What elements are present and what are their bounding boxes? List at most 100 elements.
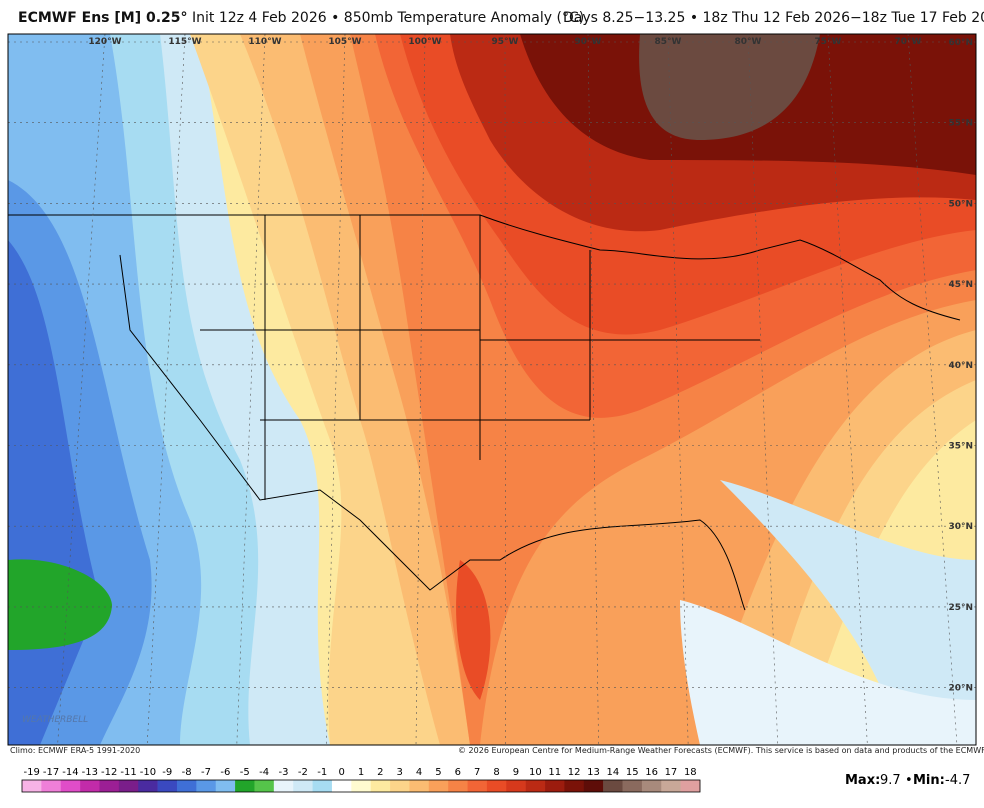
- colorbar-label: -14: [62, 767, 78, 778]
- lat-label: 45°N: [948, 280, 973, 290]
- lon-label: 95°W: [492, 37, 519, 47]
- colorbar-label: -11: [120, 767, 136, 778]
- colorbar-label: -6: [220, 767, 230, 778]
- colorbar-swatch: [80, 780, 100, 792]
- colorbar-label: -10: [140, 767, 156, 778]
- lat-label: 55°N: [948, 119, 973, 129]
- meridian: [504, 33, 506, 746]
- lon-label: 105°W: [328, 37, 361, 47]
- colorbar-swatch: [622, 780, 643, 792]
- colorbar-label: 11: [548, 767, 561, 778]
- colorbar-swatch: [118, 780, 139, 792]
- map-frame: [7, 33, 977, 746]
- meridian: [667, 33, 689, 746]
- colorbar-swatch: [583, 780, 604, 792]
- lat-label: 25°N: [948, 603, 973, 613]
- colorbar-label: 10: [529, 767, 542, 778]
- colorbar-label: 7: [474, 767, 480, 778]
- colorbar-label: 1: [358, 767, 364, 778]
- colorbar-label: 6: [455, 767, 461, 778]
- colorbar-swatch: [564, 780, 585, 792]
- min-label: Min:: [913, 773, 945, 788]
- colorbar-swatch: [680, 780, 701, 792]
- colorbar-swatch: [641, 780, 662, 792]
- colorbar-swatch: [215, 780, 236, 792]
- colorbar-label: -7: [201, 767, 211, 778]
- meridian: [587, 33, 599, 746]
- colorbar-label: 5: [435, 767, 441, 778]
- lon-label: 110°W: [248, 37, 281, 47]
- colorbar-frame: [21, 779, 701, 793]
- colorbar-label: -2: [298, 767, 308, 778]
- model: ECMWF Ens [M] 0.25°: [18, 10, 188, 26]
- colorbar-swatch: [157, 780, 178, 792]
- copyright: © 2026 European Centre for Medium-Range …: [458, 746, 984, 755]
- colorbar-label: 18: [684, 767, 697, 778]
- lon-label: 85°W: [655, 37, 682, 47]
- colorbar-swatch: [467, 780, 488, 792]
- colorbar-swatch: [661, 780, 681, 792]
- colorbar-label: 12: [568, 767, 581, 778]
- lon-label: 100°W: [408, 37, 441, 47]
- period: Days 8.25−13.25 • 18z Thu 12 Feb 2026−18…: [563, 10, 984, 26]
- colorbar-label: -19: [24, 767, 40, 778]
- colorbar-label: -5: [240, 767, 250, 778]
- climo: Climo: ECMWF ERA-5 1991-2020: [10, 746, 141, 755]
- anomaly-field: [8, 34, 976, 745]
- colorbar-swatch: [22, 780, 42, 792]
- colorbar-label: -3: [279, 767, 289, 778]
- lon-label: 75°W: [815, 37, 842, 47]
- colorbar-label: -8: [182, 767, 192, 778]
- colorbar-label: 15: [626, 767, 639, 778]
- colorbar-label: 9: [513, 767, 519, 778]
- meridian: [236, 33, 266, 746]
- lon-label: 120°W: [88, 37, 121, 47]
- colorbar-label: 16: [645, 767, 658, 778]
- colorbar-label: -4: [259, 767, 269, 778]
- colorbar-swatch: [409, 780, 430, 792]
- colorbar-swatch: [41, 780, 62, 792]
- colorbar-label: 13: [587, 767, 600, 778]
- colorbar-swatch: [545, 780, 565, 792]
- colorbar-label: -17: [43, 767, 59, 778]
- lat-label: 35°N: [948, 442, 973, 452]
- colorbar-label: 0: [338, 767, 344, 778]
- colorbar-swatch: [60, 780, 81, 792]
- graticule: [8, 33, 976, 746]
- lat-label: 30°N: [948, 522, 973, 532]
- colorbar-label: 2: [377, 767, 383, 778]
- lat-label: 60°N: [948, 38, 973, 48]
- colorbar-swatch: [273, 780, 294, 792]
- colorbar-swatch: [351, 780, 371, 792]
- lat-label: 40°N: [948, 361, 973, 371]
- title: ECMWF Ens [M] 0.25° Init 12z 4 Feb 2026 …: [18, 10, 584, 26]
- max-value: 9.7: [880, 773, 901, 788]
- colorbar-label: -1: [317, 767, 327, 778]
- meridian: [747, 33, 779, 746]
- meridian: [415, 33, 426, 746]
- colorbar-swatch: [331, 780, 352, 792]
- min-value: -4.7: [945, 773, 970, 788]
- borders: [8, 214, 961, 611]
- watermark: WEATHERBELL: [22, 715, 88, 725]
- colorbar-label: 8: [493, 767, 499, 778]
- lat-labels: 60°N 55°N 50°N 45°N 40°N 35°N 30°N 25°N 20°N: [948, 38, 973, 694]
- separator: •: [905, 773, 913, 788]
- colorbar-swatch: [428, 780, 449, 792]
- lon-labels: 120°W 115°W 110°W 105°W 100°W 95°W 90°W 85°W 80°…: [88, 37, 921, 47]
- lon-label: 80°W: [735, 37, 762, 47]
- colorbar: -19 -17 -14 -13 -12 -11 -10 -9 -8 -7 -6 -5 -4 -3 -2 -1 0…: [21, 767, 701, 793]
- lon-label: 115°W: [168, 37, 201, 47]
- colorbar-swatch: [293, 780, 313, 792]
- init: Init 12z 4 Feb 2026 • 850mb Temperature …: [191, 10, 585, 26]
- colorbar-label: -13: [82, 767, 98, 778]
- lat-label: 50°N: [948, 199, 973, 209]
- colorbar-swatch: [235, 780, 255, 792]
- colorbar-swatch: [603, 780, 623, 792]
- colorbar-swatch: [486, 780, 507, 792]
- colorbar-swatch: [176, 780, 197, 792]
- colorbar-label: 14: [606, 767, 619, 778]
- colorbar-swatch: [390, 780, 410, 792]
